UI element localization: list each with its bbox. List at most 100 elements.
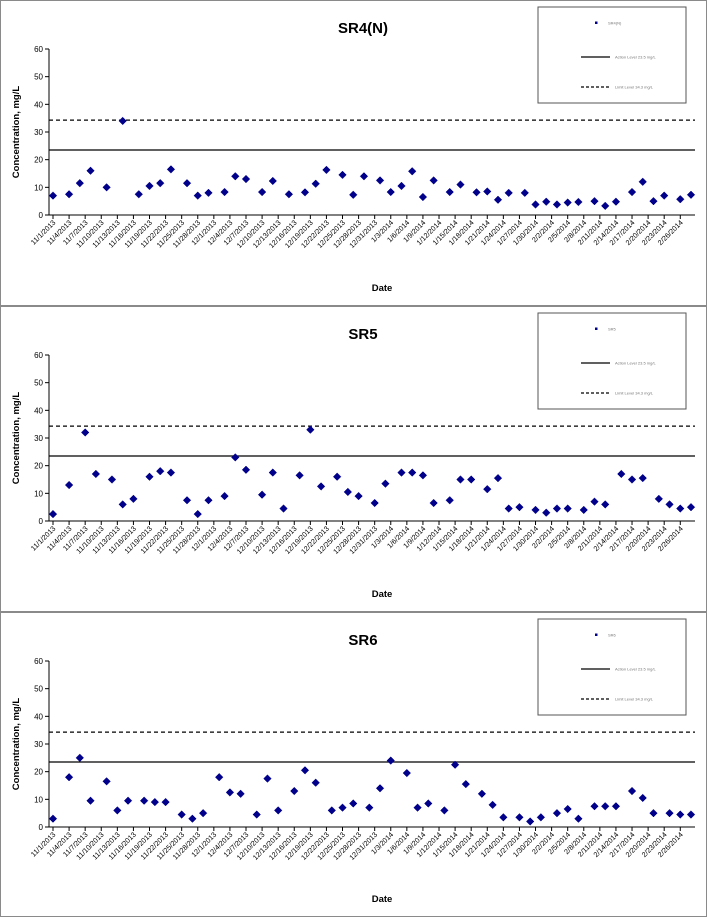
- y-tick-label: 50: [34, 685, 43, 694]
- data-point: [166, 165, 176, 174]
- data-point: [590, 197, 599, 206]
- y-tick-label: 30: [34, 740, 43, 749]
- data-point: [198, 809, 208, 818]
- data-point: [370, 498, 379, 508]
- data-point: [649, 809, 658, 818]
- data-point: [429, 498, 438, 508]
- legend-entry-action-level: Action Level 23.5 mg/L: [615, 361, 656, 366]
- data-point: [627, 187, 637, 197]
- data-point: [64, 480, 74, 490]
- data-point: [156, 179, 165, 188]
- data-point: [601, 500, 610, 509]
- x-axis-label: Date: [372, 589, 393, 600]
- data-point: [520, 188, 529, 198]
- data-point: [381, 479, 390, 488]
- data-point: [531, 505, 540, 515]
- data-point: [274, 806, 283, 815]
- data-point: [445, 187, 454, 197]
- x-axis-label: Date: [372, 894, 393, 905]
- data-point: [268, 176, 277, 186]
- chart-title: SR4(N): [338, 20, 388, 37]
- y-tick-label: 0: [39, 823, 44, 832]
- data-point: [241, 465, 251, 474]
- data-point: [472, 188, 481, 197]
- legend-marker: [595, 633, 598, 636]
- chart-title: SR6: [348, 632, 377, 649]
- data-point: [316, 482, 326, 491]
- data-point: [182, 179, 192, 188]
- legend-box: [537, 312, 687, 410]
- data-point: [552, 200, 562, 209]
- chart-title: SR5: [348, 326, 377, 343]
- data-point: [225, 788, 235, 797]
- data-point: [231, 453, 240, 462]
- legend-entry-limit-level: Limit Level 34.3 mg/L: [615, 697, 654, 702]
- data-point: [601, 802, 610, 811]
- data-point: [48, 814, 58, 823]
- data-point: [311, 179, 320, 188]
- y-axis-label: Concentration, mg/L: [11, 698, 22, 791]
- data-point: [450, 760, 460, 769]
- data-point: [676, 195, 685, 204]
- data-point: [156, 467, 165, 476]
- data-point: [483, 187, 492, 196]
- data-point: [134, 190, 143, 199]
- y-axis-label: Concentration, mg/L: [11, 392, 22, 485]
- data-point: [188, 814, 197, 823]
- data-point: [531, 200, 540, 209]
- data-point: [322, 165, 331, 175]
- data-point: [204, 188, 213, 198]
- data-point: [617, 469, 626, 479]
- data-point: [359, 172, 369, 181]
- data-point: [638, 473, 647, 483]
- y-tick-label: 40: [34, 712, 43, 721]
- data-point: [504, 504, 513, 513]
- data-point: [579, 505, 588, 515]
- data-point: [236, 789, 245, 798]
- data-point: [590, 802, 599, 811]
- data-point: [349, 190, 358, 199]
- data-point: [649, 197, 658, 206]
- data-point: [542, 508, 551, 517]
- data-point: [488, 800, 497, 810]
- legend-entry-limit-level: Limit Level 34.3 mg/L: [615, 391, 654, 396]
- data-point: [611, 802, 621, 811]
- data-point: [349, 799, 358, 808]
- data-point: [386, 756, 395, 765]
- data-point: [220, 491, 229, 501]
- data-point: [284, 190, 294, 199]
- legend-entry-series: SR6: [608, 633, 617, 638]
- data-point: [150, 797, 160, 807]
- data-point: [499, 813, 508, 822]
- data-point: [408, 167, 417, 176]
- data-point: [113, 806, 122, 815]
- data-point: [220, 187, 229, 197]
- y-tick-label: 50: [34, 379, 43, 388]
- data-point: [300, 766, 310, 775]
- data-point: [64, 190, 74, 199]
- data-point: [504, 188, 513, 198]
- y-tick-label: 60: [34, 45, 43, 54]
- data-point: [386, 187, 395, 197]
- y-tick-label: 0: [39, 211, 44, 220]
- data-point: [601, 201, 610, 211]
- y-tick-label: 40: [34, 100, 43, 109]
- data-point: [526, 817, 535, 826]
- data-point: [563, 804, 572, 814]
- data-point: [118, 500, 127, 509]
- data-point: [332, 472, 342, 481]
- data-point: [343, 487, 353, 497]
- data-point: [424, 799, 433, 808]
- data-point: [375, 176, 385, 185]
- legend-marker: [595, 21, 598, 24]
- data-point: [295, 471, 304, 480]
- y-tick-label: 10: [34, 795, 43, 804]
- data-point: [263, 774, 272, 783]
- y-tick-label: 30: [34, 434, 43, 443]
- data-point: [654, 494, 663, 504]
- data-point: [686, 190, 696, 199]
- legend-entry-series: SR4(N): [608, 21, 622, 26]
- data-point: [252, 810, 261, 819]
- data-point: [418, 192, 428, 202]
